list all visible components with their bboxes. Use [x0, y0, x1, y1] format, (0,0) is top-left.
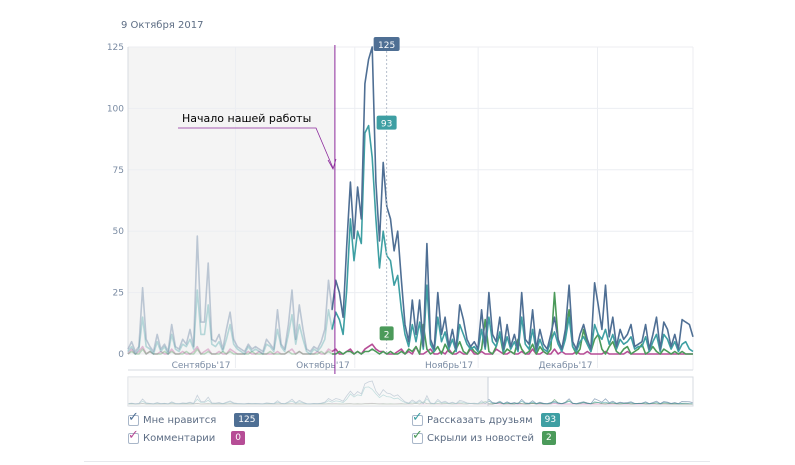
series-line-likes-before [127, 235, 337, 353]
checkmark-icon: ✓ [128, 409, 139, 425]
tooltip-value-hidden: 2 [384, 330, 390, 340]
navigator-mask [128, 377, 488, 406]
pre-work-period-shade [128, 47, 335, 354]
legend-item-shares[interactable]: ✓ Рассказать друзьям 93 [412, 411, 561, 428]
series-line-shares-before [127, 289, 337, 355]
tooltip-badge-hidden [379, 326, 394, 341]
hidden-checkbox[interactable]: ✓ [412, 429, 423, 444]
x-tick-label: Октябрь'17 [296, 361, 350, 371]
tooltip-value-likes: 125 [378, 41, 395, 51]
y-tick-label: 125 [107, 43, 124, 53]
legend-label-likes: Мне нравится [143, 414, 217, 426]
legend-label-shares: Рассказать друзьям [427, 414, 533, 426]
tooltip-badge-likes [373, 37, 400, 51]
y-tick-label: 50 [113, 227, 125, 237]
legend-count-hidden: 2 [541, 431, 556, 445]
bottom-divider [84, 461, 710, 462]
legend-label-comments: Комментарии [143, 432, 216, 444]
x-tick-label: Ноябрь'17 [425, 361, 473, 371]
y-tick-label: 100 [107, 104, 124, 114]
shares-checkbox[interactable]: ✓ [412, 411, 423, 426]
checkmark-icon: ✓ [128, 427, 139, 443]
annotation-arrow-line [178, 127, 334, 169]
x-tick-label: Сентябрь'17 [172, 361, 231, 371]
series-line-likes [331, 46, 694, 350]
legend-count-likes: 125 [234, 413, 260, 427]
legend-item-likes[interactable]: ✓ Мне нравится 125 [128, 411, 260, 428]
y-tick-label: 25 [113, 289, 124, 299]
comments-checkbox[interactable]: ✓ [128, 429, 139, 444]
checkmark-icon: ✓ [412, 427, 423, 443]
series-line-comments-before [127, 345, 337, 355]
legend-item-comments[interactable]: ✓ Комментарии 0 [128, 429, 246, 446]
legend-count-shares: 93 [540, 413, 561, 427]
y-tick-label: 75 [113, 166, 124, 176]
series-line-hidden-before [127, 348, 336, 355]
series-line-shares [331, 124, 694, 353]
series-line-hidden [332, 291, 693, 355]
tooltip-value-shares: 93 [381, 120, 392, 130]
annotation-arrowhead-icon [327, 158, 337, 171]
legend-item-hidden[interactable]: ✓ Скрыли из новостей 2 [412, 429, 556, 446]
series-legend: ✓ Мне нравится 125 ✓ Комментарии 0 ✓ Рас… [128, 411, 588, 452]
legend-label-hidden: Скрыли из новостей [427, 432, 534, 444]
y-tick-label: 0 [118, 350, 124, 360]
likes-checkbox[interactable]: ✓ [128, 411, 139, 426]
tooltip-badge-shares [376, 115, 397, 130]
selected-date-label: 9 Октября 2017 [121, 20, 204, 31]
legend-count-comments: 0 [231, 431, 246, 445]
checkmark-icon: ✓ [412, 409, 423, 425]
annotation-text: Начало нашей работы [182, 112, 311, 125]
x-tick-label: Декабрь'17 [538, 361, 592, 371]
